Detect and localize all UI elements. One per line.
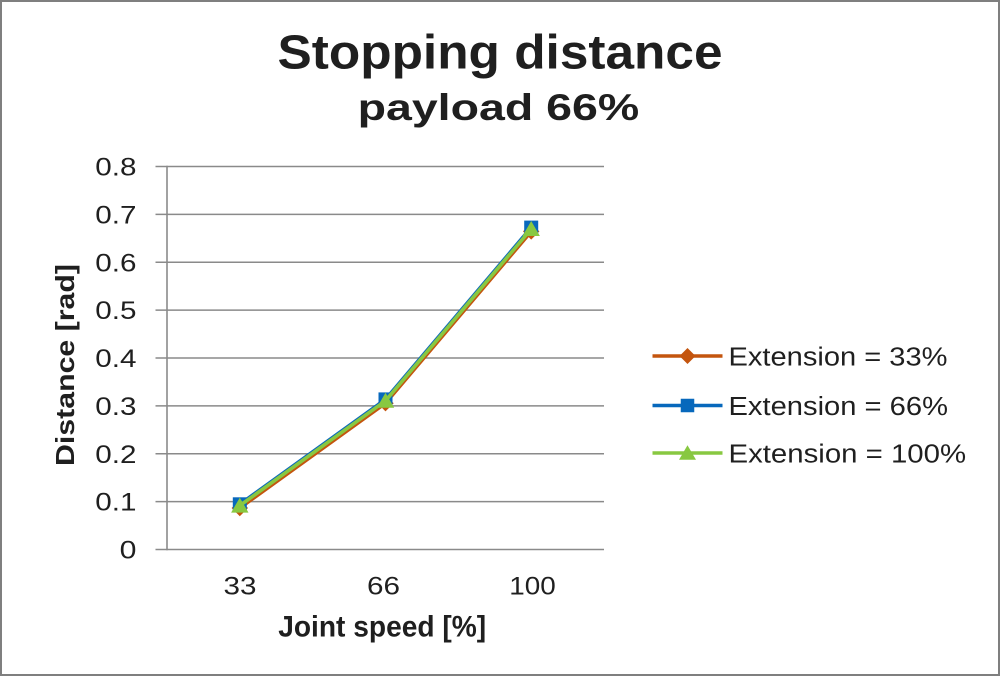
svg-text:0.4: 0.4 [95, 345, 136, 373]
svg-text:0.6: 0.6 [95, 249, 136, 277]
svg-text:Extension = 33%: Extension = 33% [729, 344, 948, 372]
svg-text:0.7: 0.7 [95, 202, 136, 230]
svg-text:0.2: 0.2 [95, 441, 136, 469]
svg-text:Stopping distance: Stopping distance [278, 27, 723, 80]
svg-text:Extension = 66%: Extension = 66% [729, 393, 949, 421]
svg-text:66: 66 [367, 573, 400, 601]
svg-text:payload 66%: payload 66% [358, 87, 640, 128]
svg-text:0: 0 [120, 537, 137, 565]
svg-text:Distance [rad]: Distance [rad] [50, 264, 80, 466]
svg-text:0.8: 0.8 [95, 154, 136, 182]
svg-text:0.5: 0.5 [95, 297, 136, 325]
svg-text:0.1: 0.1 [95, 489, 136, 517]
svg-text:33: 33 [224, 573, 257, 601]
svg-text:100: 100 [509, 573, 556, 601]
svg-text:0.3: 0.3 [95, 393, 136, 421]
svg-text:Extension = 100%: Extension = 100% [729, 440, 967, 468]
svg-text:Joint speed [%]: Joint speed [%] [278, 611, 486, 644]
